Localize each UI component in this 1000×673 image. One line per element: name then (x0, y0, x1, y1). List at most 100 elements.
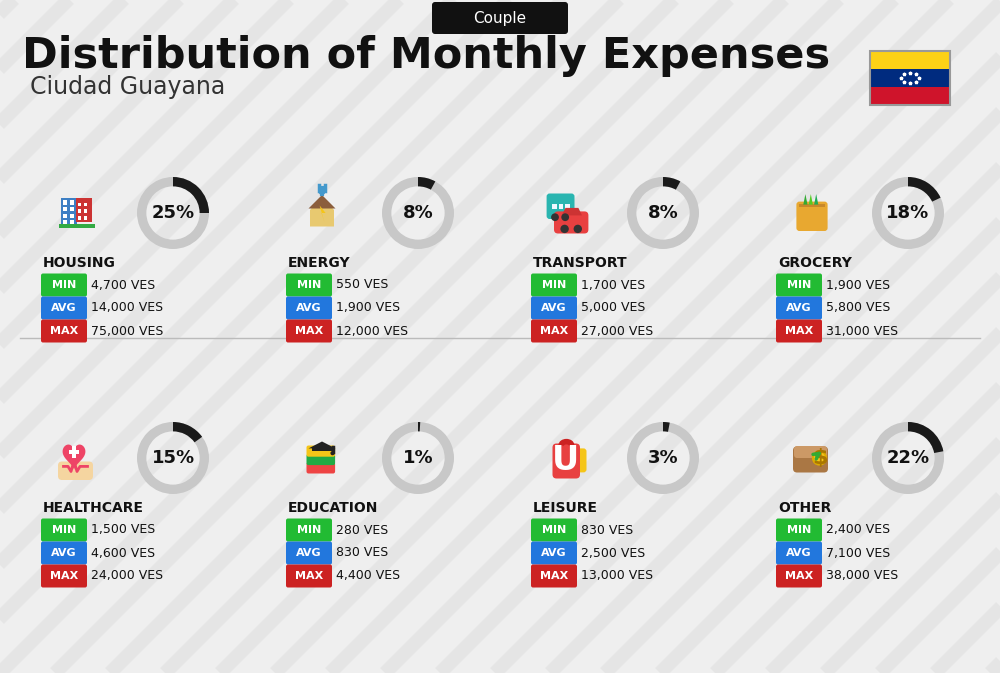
FancyBboxPatch shape (41, 565, 87, 588)
Polygon shape (320, 205, 326, 222)
FancyBboxPatch shape (432, 2, 568, 34)
FancyBboxPatch shape (41, 518, 87, 542)
Text: 27,000 VES: 27,000 VES (581, 324, 653, 337)
FancyBboxPatch shape (554, 211, 588, 234)
Wedge shape (663, 177, 680, 190)
FancyBboxPatch shape (531, 542, 577, 565)
Text: TRANSPORT: TRANSPORT (533, 256, 628, 270)
FancyBboxPatch shape (286, 542, 332, 565)
Circle shape (318, 188, 326, 195)
Wedge shape (137, 177, 209, 249)
Bar (870, 51, 950, 69)
Bar (69, 450, 79, 454)
Text: Distribution of Monthly Expenses: Distribution of Monthly Expenses (22, 35, 830, 77)
FancyBboxPatch shape (41, 297, 87, 320)
Text: MAX: MAX (50, 326, 78, 336)
Text: 1,500 VES: 1,500 VES (91, 524, 155, 536)
Text: HOUSING: HOUSING (43, 256, 116, 270)
Text: 2,400 VES: 2,400 VES (826, 524, 890, 536)
FancyBboxPatch shape (531, 297, 577, 320)
FancyBboxPatch shape (531, 320, 577, 343)
Text: AVG: AVG (296, 548, 322, 558)
Wedge shape (382, 177, 454, 249)
Text: MIN: MIN (297, 280, 321, 290)
Text: MAX: MAX (295, 326, 323, 336)
FancyBboxPatch shape (552, 444, 580, 479)
Bar (84, 216, 87, 219)
Text: 24,000 VES: 24,000 VES (91, 569, 163, 583)
Text: 550 VES: 550 VES (336, 279, 388, 291)
Text: 18%: 18% (886, 204, 930, 222)
Wedge shape (627, 422, 699, 494)
FancyBboxPatch shape (306, 454, 335, 465)
Polygon shape (310, 197, 334, 227)
Bar (559, 204, 563, 209)
Text: MIN: MIN (787, 525, 811, 535)
FancyBboxPatch shape (794, 446, 827, 458)
Bar (70, 207, 74, 211)
FancyBboxPatch shape (531, 565, 577, 588)
Text: OTHER: OTHER (778, 501, 831, 515)
Bar (870, 87, 950, 105)
Text: LEISURE: LEISURE (533, 501, 598, 515)
Text: 38,000 VES: 38,000 VES (826, 569, 898, 583)
Bar (70, 213, 74, 218)
FancyBboxPatch shape (547, 194, 574, 219)
Circle shape (813, 452, 826, 464)
Text: MAX: MAX (785, 571, 813, 581)
Wedge shape (173, 177, 209, 213)
Polygon shape (308, 441, 336, 448)
FancyBboxPatch shape (776, 320, 822, 343)
Bar (78, 209, 81, 213)
FancyBboxPatch shape (286, 273, 332, 297)
Polygon shape (809, 194, 813, 205)
FancyBboxPatch shape (776, 565, 822, 588)
Bar (70, 201, 74, 205)
FancyBboxPatch shape (776, 542, 822, 565)
Text: 1,900 VES: 1,900 VES (826, 279, 890, 291)
Bar (552, 204, 557, 209)
Bar (312, 448, 332, 450)
Wedge shape (663, 422, 670, 432)
Wedge shape (173, 422, 202, 442)
FancyBboxPatch shape (776, 273, 822, 297)
Text: HEALTHCARE: HEALTHCARE (43, 501, 144, 515)
Text: MAX: MAX (540, 326, 568, 336)
Text: Couple: Couple (473, 11, 527, 26)
FancyBboxPatch shape (796, 202, 828, 231)
Text: AVG: AVG (541, 548, 567, 558)
Wedge shape (382, 422, 454, 494)
Text: 4,600 VES: 4,600 VES (91, 546, 155, 559)
FancyBboxPatch shape (568, 448, 586, 472)
FancyBboxPatch shape (41, 273, 87, 297)
Text: AVG: AVG (786, 548, 812, 558)
Bar (870, 69, 950, 87)
Text: 5,800 VES: 5,800 VES (826, 302, 890, 314)
Text: 25%: 25% (151, 204, 195, 222)
Text: 830 VES: 830 VES (336, 546, 388, 559)
Bar (84, 209, 87, 213)
Wedge shape (627, 177, 699, 249)
Text: 75,000 VES: 75,000 VES (91, 324, 163, 337)
Text: 4,400 VES: 4,400 VES (336, 569, 400, 583)
Bar (63, 201, 67, 205)
Bar (78, 216, 81, 219)
Text: 8%: 8% (403, 204, 433, 222)
Text: MAX: MAX (540, 571, 568, 581)
Circle shape (330, 451, 335, 456)
FancyBboxPatch shape (286, 518, 332, 542)
Circle shape (561, 213, 569, 221)
Text: AVG: AVG (786, 303, 812, 313)
Text: 12,000 VES: 12,000 VES (336, 324, 408, 337)
Text: 13,000 VES: 13,000 VES (581, 569, 653, 583)
FancyBboxPatch shape (531, 518, 577, 542)
Bar (63, 213, 67, 218)
FancyBboxPatch shape (286, 297, 332, 320)
FancyBboxPatch shape (58, 462, 93, 480)
Bar (72, 446, 76, 458)
Text: AVG: AVG (296, 303, 322, 313)
Text: AVG: AVG (541, 303, 567, 313)
Text: GROCERY: GROCERY (778, 256, 852, 270)
Polygon shape (308, 195, 336, 209)
Text: Ciudad Guayana: Ciudad Guayana (30, 75, 225, 99)
